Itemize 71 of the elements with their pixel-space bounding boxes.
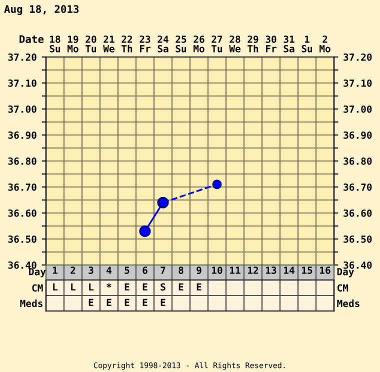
point [139,225,151,237]
x-tick-label: 10 [212,266,222,274]
y-tick-label: 37.10 [8,79,36,87]
y-tick-label: 36.90 [8,131,36,139]
x-tick-label: 21 We [103,36,114,52]
y2-tick-label: 36.40 [344,261,372,269]
text: E [142,298,148,306]
text: S [160,283,166,291]
x-tick-label: 29 Th [248,36,258,52]
y-tick-label: 37.20 [8,53,36,61]
y-tick-label: 36.50 [8,235,36,243]
y-tick-label: 36.40 [8,261,36,269]
text: Day [337,268,354,278]
x-tick-label: 8 [178,266,184,274]
text: E [142,283,148,290]
text: * [106,283,112,288]
x-tick-label: 9 [196,266,202,274]
x-tick-label: 7 [160,266,166,274]
x-tick-label: 25 Su [176,36,186,52]
text: E [196,283,202,290]
y2-tick-label: Meds [20,300,42,308]
x-tick-label: 5 [124,266,130,274]
x-tick-label: 1 [52,266,58,274]
y2-tick-label: 37.00 [344,105,372,113]
y-tick-label: 36.60 [8,209,36,217]
text: L [89,283,94,290]
text: E [88,298,94,306]
text: E [160,298,166,306]
x-tick-label: 11 [230,266,240,274]
x-tick-label: 16 [320,266,330,274]
y2-tick-label: 36.70 [344,183,372,191]
text: L [71,283,76,290]
y2-tick-label: 36.80 [344,157,372,165]
x-tick-label: 24 Sa [158,36,168,52]
x-tick-label: 6 [142,266,148,274]
x-tick-label: 18 Su [50,36,60,52]
x-tick-label: 3 [88,266,94,274]
x-tick-label: 2 [70,266,76,274]
y-tick-label: 36.70 [8,183,36,191]
x-tick-label: 31 Sa [284,36,294,52]
x-tick-label: 2 Mo [320,36,330,52]
point [212,180,222,190]
y2-tick-label: 36.90 [344,131,372,139]
text: E [178,283,184,290]
x-tick-label: 22 Th [122,36,132,52]
x-tick-label: 20 Tu [86,36,96,52]
text: E [106,298,112,306]
x-tick-label: 23 Fr [140,36,150,52]
y2-tick-label: 37.10 [344,79,372,87]
x-tick-label: 1 Su [302,36,312,52]
x-axis-title: Date [20,35,44,44]
x-tick-label: 13 [266,266,276,274]
y2-tick-label: 37.20 [344,53,372,61]
y-tick-label: 36.80 [8,157,36,165]
y2-tick-label: CM [32,284,43,292]
text: E [124,283,130,290]
x-tick-label: 4 [106,266,112,274]
x-tick-label: 28 We [229,36,240,52]
text: L [53,283,58,290]
text: E [124,298,130,306]
x-tick-label: 26 Mo [194,36,204,52]
chart-title: Aug 18, 2013 [4,5,79,16]
y2-tick-label: 36.50 [344,235,372,243]
x-tick-label: 14 [284,266,294,274]
x-tick-label: 27 Tu [212,36,222,52]
y2-tick-label: 36.60 [344,209,372,217]
x-tick-label: 19 Mo [68,36,78,52]
x-tick-label: 30 Fr [266,36,276,52]
x-tick-label: 12 [248,266,258,274]
x-tick-label: 15 [302,266,312,274]
y-tick-label: 37.00 [8,105,36,113]
